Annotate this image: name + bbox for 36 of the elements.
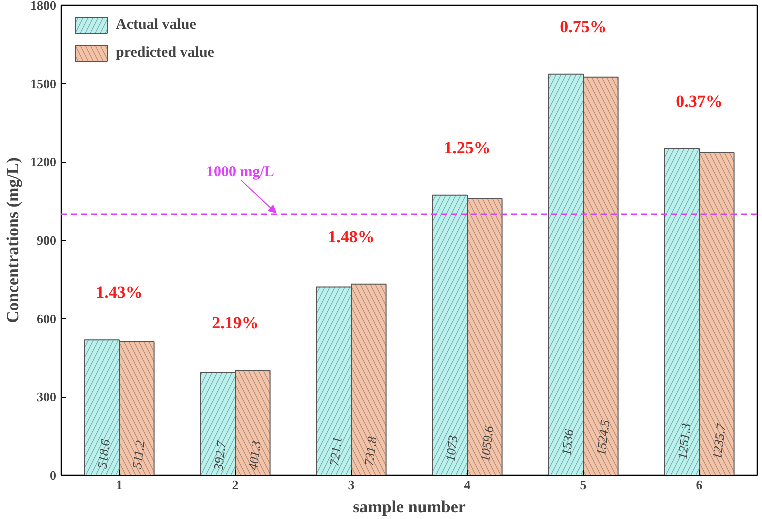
x-tick-label: 3 — [348, 478, 356, 492]
data-label: 1073 — [442, 434, 461, 462]
y-tick-label: 600 — [37, 311, 56, 326]
y-axis-title: Concentrations (mg/L) — [4, 158, 22, 324]
x-tick-label: 1 — [116, 478, 123, 492]
data-label: 721.1 — [326, 436, 346, 467]
y-tick-label: 300 — [37, 390, 56, 405]
x-axis-title: sample number — [353, 498, 466, 516]
data-label: 1536 — [558, 428, 577, 456]
y-tick-label: 0 — [50, 468, 56, 483]
data-label: 731.8 — [361, 436, 380, 467]
y-tick-label: 900 — [37, 233, 56, 248]
annotation: 0.37% — [676, 92, 723, 111]
legend-label: predicted value — [116, 44, 214, 62]
annotation: 1.43% — [96, 283, 143, 302]
data-label: 1235.7 — [709, 422, 729, 460]
data-label: 401.3 — [245, 440, 264, 472]
data-label: 511.2 — [129, 439, 148, 470]
legend-label: Actual value — [116, 16, 196, 34]
data-label: 1524.5 — [593, 418, 613, 456]
annotation: 1.25% — [444, 138, 491, 158]
y-tick-label: 1500 — [30, 76, 56, 92]
data-label: 392.7 — [210, 440, 230, 472]
data-label: 1059.6 — [477, 424, 497, 463]
x-tick-label: 4 — [464, 478, 472, 492]
ref-line-label: 1000 mg/L — [206, 164, 274, 181]
data-label: 1251.3 — [674, 422, 694, 460]
y-tick-label: 1200 — [30, 154, 56, 170]
annotation: 0.75% — [560, 17, 607, 36]
x-tick-label: 5 — [580, 478, 588, 492]
x-tick-label: 2 — [232, 478, 239, 492]
annotation: 1.48% — [328, 227, 375, 246]
y-tick-label: 1800 — [30, 0, 56, 13]
x-tick-label: 6 — [696, 478, 704, 492]
data-label: 518.6 — [94, 438, 114, 470]
annotation: 2.19% — [212, 314, 259, 333]
